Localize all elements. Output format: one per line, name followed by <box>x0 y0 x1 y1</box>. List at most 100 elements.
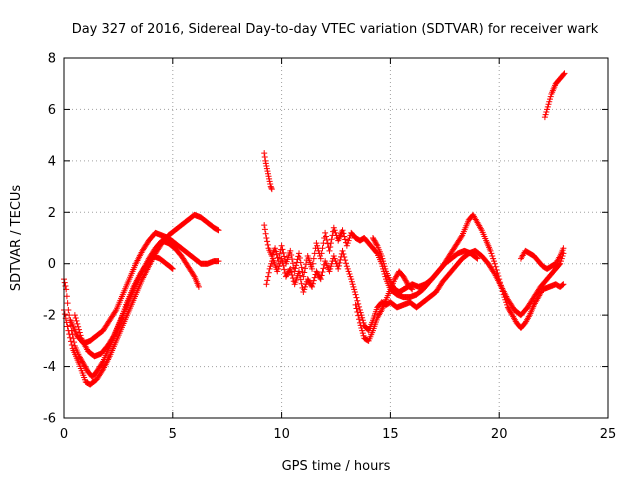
series-trace-g <box>263 247 567 334</box>
data-point <box>393 272 400 279</box>
data-point <box>301 269 308 276</box>
data-point <box>275 263 282 270</box>
data-point <box>309 260 316 267</box>
data-point <box>285 269 292 276</box>
data-point <box>73 317 80 324</box>
data-point <box>487 247 494 254</box>
data-point <box>506 307 513 313</box>
data-point <box>351 286 358 293</box>
data-layer <box>61 70 568 388</box>
data-point <box>75 323 82 330</box>
data-point <box>82 364 89 371</box>
data-point <box>72 315 79 322</box>
data-point <box>311 274 318 281</box>
data-point <box>401 276 408 283</box>
data-point <box>318 250 325 257</box>
data-point <box>288 251 295 258</box>
data-point <box>65 327 72 334</box>
data-point <box>276 250 283 257</box>
x-tick-label: 0 <box>60 427 68 442</box>
data-point <box>369 235 376 241</box>
data-point <box>298 280 305 287</box>
data-point <box>353 294 360 301</box>
data-point <box>545 101 552 108</box>
data-point <box>313 240 320 247</box>
data-point <box>330 253 337 259</box>
data-point <box>215 258 222 265</box>
data-point <box>292 265 299 272</box>
series-trace-j <box>517 245 567 272</box>
data-point <box>261 222 268 229</box>
data-point <box>296 250 303 257</box>
data-point <box>379 255 386 262</box>
data-point <box>544 103 551 110</box>
data-point <box>318 272 325 279</box>
data-point <box>357 322 364 329</box>
data-point <box>281 266 288 273</box>
data-point <box>266 265 273 272</box>
data-point <box>357 309 364 316</box>
data-point <box>330 224 337 231</box>
data-point <box>507 308 514 315</box>
data-point <box>61 311 68 318</box>
data-point <box>347 273 354 280</box>
data-point <box>215 227 222 234</box>
data-point <box>320 265 327 272</box>
data-point <box>283 272 290 279</box>
data-point <box>403 278 410 285</box>
data-point <box>319 245 326 252</box>
x-tick-label: 20 <box>491 427 508 442</box>
data-point <box>343 260 350 267</box>
data-point <box>315 247 322 254</box>
data-point <box>289 256 296 263</box>
data-point <box>268 184 275 191</box>
data-point <box>77 332 84 339</box>
data-point <box>391 276 398 283</box>
data-point <box>263 281 270 288</box>
data-point <box>354 309 361 316</box>
data-point <box>305 277 312 284</box>
data-point <box>336 259 343 266</box>
data-point <box>349 281 356 288</box>
data-point <box>74 320 81 327</box>
data-point <box>71 312 78 319</box>
data-point <box>275 265 282 272</box>
data-point <box>279 246 286 253</box>
data-point <box>341 233 348 240</box>
data-point <box>263 165 270 172</box>
data-point <box>356 319 363 326</box>
data-point <box>382 265 389 272</box>
data-point <box>327 240 334 247</box>
data-point <box>66 331 73 338</box>
data-point <box>491 260 498 267</box>
data-point <box>359 314 366 321</box>
series-trace-i <box>369 235 481 295</box>
data-point <box>372 238 379 245</box>
data-point <box>64 323 71 330</box>
data-point <box>492 263 499 270</box>
data-point <box>358 325 365 331</box>
data-point <box>280 262 287 269</box>
data-point <box>67 338 74 345</box>
data-point <box>296 255 303 262</box>
data-point <box>355 300 362 307</box>
data-point <box>66 312 73 319</box>
data-point <box>546 96 553 103</box>
data-point <box>262 157 269 164</box>
data-point <box>488 250 495 257</box>
data-point <box>79 359 86 366</box>
data-point <box>64 300 71 307</box>
series-trace-d <box>71 253 176 360</box>
data-point <box>195 283 202 290</box>
data-point <box>289 260 296 267</box>
data-point <box>359 327 366 334</box>
data-point <box>359 317 366 324</box>
data-point <box>288 268 295 275</box>
data-point <box>169 265 176 272</box>
data-point <box>62 283 69 289</box>
data-point <box>296 272 303 279</box>
data-point <box>348 276 355 283</box>
data-point <box>296 268 303 275</box>
data-point <box>314 269 321 276</box>
